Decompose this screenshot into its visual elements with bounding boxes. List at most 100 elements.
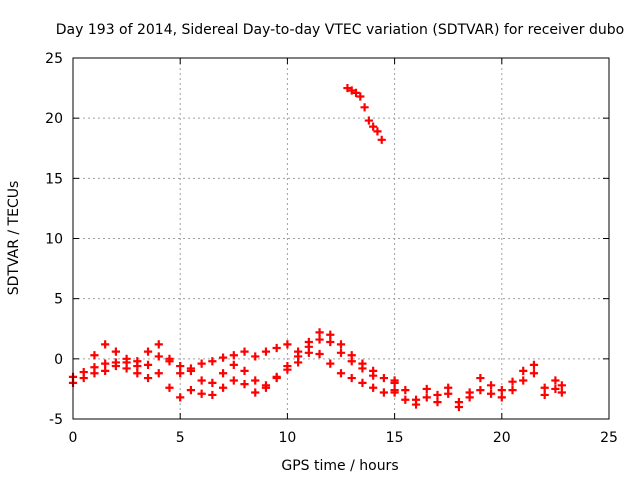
data-point [90, 369, 99, 378]
x-tick-label: 5 [176, 430, 185, 446]
data-point [111, 361, 120, 371]
data-point [240, 380, 249, 389]
data-point [422, 393, 431, 402]
data-point [433, 390, 442, 400]
data-point [176, 361, 185, 371]
data-point [390, 388, 399, 397]
data-point [326, 337, 335, 347]
data-point [229, 351, 238, 360]
data-point [486, 389, 496, 398]
series-3 [90, 328, 378, 380]
data-point [197, 389, 206, 398]
data-point [197, 359, 206, 368]
data-point [508, 377, 517, 386]
data-point [208, 357, 217, 366]
data-point [101, 366, 110, 375]
data-point [133, 357, 142, 366]
data-point [369, 383, 378, 392]
data-points [68, 83, 566, 412]
data-point [551, 376, 560, 385]
data-point [101, 340, 110, 349]
data-point [465, 393, 474, 402]
data-point [390, 376, 399, 385]
data-point [508, 386, 517, 395]
y-tick-label: 10 [45, 232, 63, 248]
x-tick-label: 25 [600, 430, 618, 446]
data-point [251, 352, 260, 361]
data-point [143, 347, 153, 356]
data-point [454, 402, 464, 412]
data-point [356, 92, 365, 101]
data-point [326, 359, 335, 368]
data-point [347, 373, 356, 383]
x-tick-label: 10 [278, 430, 296, 446]
data-point [497, 386, 506, 395]
series-5 [390, 369, 566, 412]
data-point [422, 384, 431, 394]
data-point [336, 340, 346, 349]
data-point [315, 335, 324, 344]
chart-title: Day 193 of 2014, Sidereal Day-to-day VTE… [56, 22, 624, 38]
data-point [272, 373, 281, 383]
data-point [272, 343, 281, 353]
data-point [240, 366, 249, 375]
data-point [218, 383, 228, 392]
data-point [411, 400, 421, 409]
x-axis-label: GPS time / hours [281, 458, 398, 474]
data-point [165, 354, 174, 363]
data-point [336, 369, 346, 378]
series-2 [68, 342, 399, 402]
data-point [315, 328, 324, 337]
data-point [351, 88, 361, 97]
data-point [529, 360, 539, 369]
data-point [154, 352, 163, 361]
data-point [377, 135, 386, 144]
data-point [304, 337, 313, 347]
data-point [373, 127, 382, 136]
data-point [369, 371, 378, 380]
data-point [176, 369, 185, 378]
data-point [133, 369, 142, 378]
data-point [251, 376, 260, 385]
data-point [251, 388, 260, 397]
data-point [294, 347, 303, 356]
data-point [557, 388, 566, 397]
data-point [476, 373, 485, 383]
x-tick-label: 20 [493, 430, 511, 446]
x-tick-label: 15 [386, 430, 404, 446]
data-point [326, 330, 335, 339]
data-point [229, 376, 238, 385]
plot-frame [72, 57, 610, 420]
data-point [143, 360, 153, 369]
data-point [401, 395, 410, 404]
data-point [240, 347, 249, 356]
data-point [343, 83, 352, 93]
data-point [486, 381, 496, 390]
data-point [358, 378, 367, 387]
data-point [444, 389, 453, 398]
data-point [208, 378, 217, 387]
data-point [347, 86, 356, 95]
data-point [519, 376, 528, 385]
data-point [364, 116, 373, 125]
data-point [218, 353, 228, 362]
data-point [283, 340, 292, 349]
data-point [176, 393, 185, 402]
y-tick-label: 20 [45, 111, 63, 127]
y-tick-label: 0 [54, 352, 63, 368]
data-point [186, 364, 196, 373]
data-point [347, 357, 356, 366]
data-point [497, 393, 506, 402]
data-point [218, 369, 228, 378]
data-point [261, 347, 271, 356]
data-point [433, 398, 442, 407]
y-tick-label: 15 [45, 171, 63, 187]
data-point [122, 354, 131, 363]
data-point [379, 388, 388, 397]
data-point [315, 349, 324, 359]
data-point [336, 348, 346, 357]
data-point [186, 386, 196, 395]
y-axis-label: SDTVAR / TECUs [6, 181, 22, 296]
data-point [283, 361, 292, 371]
